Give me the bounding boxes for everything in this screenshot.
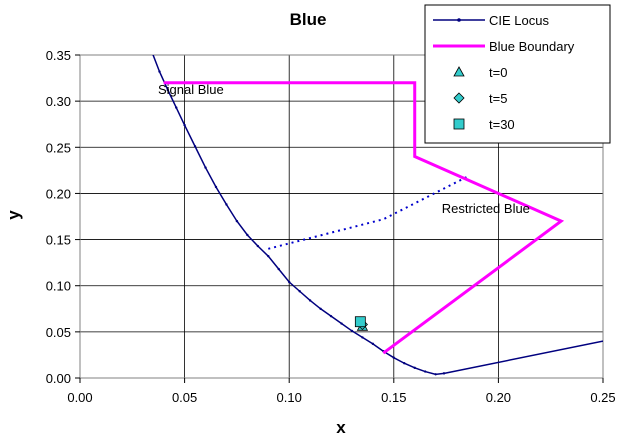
cie-locus-point bbox=[319, 307, 322, 310]
cie-locus-point bbox=[434, 373, 437, 376]
y-tick-label: 0.20 bbox=[46, 186, 71, 201]
unnamed-series-1-line bbox=[444, 340, 603, 375]
legend-t-0-label: t=0 bbox=[489, 65, 507, 80]
cie-locus-point bbox=[214, 185, 218, 189]
cie-locus-point bbox=[158, 70, 161, 73]
cie-locus-point bbox=[193, 145, 197, 148]
x-tick-label: 0.10 bbox=[277, 390, 302, 405]
cie-locus-point bbox=[277, 267, 280, 271]
unnamed-series-2-line bbox=[268, 175, 468, 250]
y-tick-label: 0.30 bbox=[46, 94, 71, 109]
cie-locus-point bbox=[340, 322, 343, 325]
y-tick-label: 0.05 bbox=[46, 325, 71, 340]
cie-locus-point bbox=[350, 329, 354, 333]
legend-t-30-swatch bbox=[453, 118, 465, 130]
cie-locus-point bbox=[298, 290, 301, 293]
y-tick-label: 0.00 bbox=[46, 371, 71, 386]
legend-t-0-swatch bbox=[453, 66, 465, 77]
legend: CIE Locus Blue Boundary t=0 t=5 t=30 bbox=[424, 4, 611, 144]
y-axis-title: y bbox=[4, 210, 23, 220]
x-axis-title: x bbox=[336, 418, 346, 437]
blue-boundary-line bbox=[163, 81, 565, 355]
series-layer bbox=[152, 55, 603, 376]
x-tick-label: 0.05 bbox=[172, 390, 197, 405]
plot-frame bbox=[79, 54, 604, 379]
cie-locus-point bbox=[288, 280, 291, 284]
x-tick-label: 0.15 bbox=[381, 390, 406, 405]
cie-locus-line bbox=[152, 55, 445, 376]
annotation-restricted-blue: Restricted Blue bbox=[442, 201, 530, 216]
x-tick-label: 0.00 bbox=[67, 390, 92, 405]
legend-t-5-swatch bbox=[453, 92, 465, 104]
cie-locus-point bbox=[371, 342, 375, 346]
cie-locus-point bbox=[175, 106, 178, 109]
cie-locus-point bbox=[361, 336, 364, 339]
annotation-signal-blue: Signal Blue bbox=[158, 82, 224, 97]
cie-locus-point bbox=[166, 88, 170, 92]
t-30-marker bbox=[354, 316, 366, 328]
legend-blue-boundary-label: Blue Boundary bbox=[489, 39, 575, 54]
legend-cie-locus-label: CIE Locus bbox=[489, 13, 549, 28]
legend-cie-locus-dot bbox=[457, 18, 461, 22]
y-tick-label: 0.25 bbox=[46, 140, 71, 155]
legend-t-30-label: t=30 bbox=[489, 117, 515, 132]
plot-area: 0.00 0.05 0.10 0.15 0.20 0.25 0.00 0.05 0.10 0.15… bbox=[46, 48, 616, 405]
cie-locus-point bbox=[267, 254, 270, 258]
cie-locus-point bbox=[423, 370, 427, 373]
cie-locus-point bbox=[235, 219, 239, 223]
cie-locus-point bbox=[246, 233, 249, 237]
cie-locus-point bbox=[403, 362, 406, 365]
cie-locus-point bbox=[308, 299, 312, 302]
cie-locus-point bbox=[392, 356, 395, 359]
cie-locus-point bbox=[256, 244, 260, 248]
x-tick-label: 0.20 bbox=[486, 390, 511, 405]
cie-locus-point bbox=[204, 166, 207, 169]
chart-title: Blue bbox=[290, 10, 327, 29]
cie-locus-point bbox=[225, 203, 228, 206]
y-tick-label: 0.10 bbox=[46, 279, 71, 294]
legend-t-5-label: t=5 bbox=[489, 91, 507, 106]
cie-locus-point bbox=[329, 314, 333, 318]
y-tick-label: 0.35 bbox=[46, 48, 71, 63]
cie-locus-point bbox=[413, 366, 416, 370]
x-tick-label: 0.25 bbox=[590, 390, 615, 405]
y-tick-label: 0.15 bbox=[46, 233, 71, 248]
cie-locus-point bbox=[183, 123, 186, 127]
